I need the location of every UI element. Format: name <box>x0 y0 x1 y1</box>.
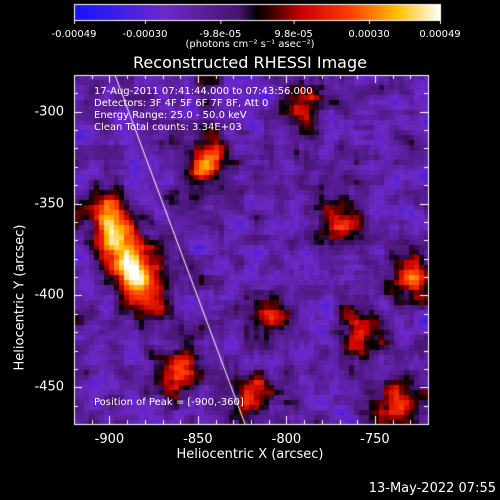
x-tick-label: -900 <box>94 432 125 447</box>
y-tick-label: -400 <box>34 287 64 303</box>
info-counts: Clean Total counts: 3.34E+03 <box>94 122 242 133</box>
x-tick-label: -800 <box>271 432 302 447</box>
colorbar-tick-label: 0.00049 <box>419 29 461 40</box>
y-tick-label: -350 <box>34 196 64 212</box>
colorbar-unit: (photons cm⁻² s⁻¹ asec⁻²) <box>185 39 315 50</box>
y-tick-label: -300 <box>34 104 64 120</box>
x-axis-label: Heliocentric X (arcsec) <box>176 447 324 462</box>
footer-date: 13-May-2022 07:55 <box>368 481 496 496</box>
info-detectors: Detectors: 3F 4F 5F 6F 7F 8F, Att 0 <box>94 98 269 109</box>
colorbar-tick-label: -9.8e-05 <box>199 29 242 40</box>
colorbar-tick-label: 0.00030 <box>348 29 390 40</box>
chart-title: Reconstructed RHESSI Image <box>133 53 367 72</box>
info-energy: Energy Range: 25.0 - 50.0 keV <box>94 110 247 121</box>
peak-position: Position of Peak = [-900,-360] <box>94 397 244 408</box>
x-tick-label: -750 <box>360 432 390 447</box>
colorbar-tick-label: 9.8e-05 <box>274 29 313 40</box>
colorbar-tick-label: -0.00030 <box>122 29 168 40</box>
y-axis-label: Heliocentric Y (arcsec) <box>12 224 28 371</box>
y-tick-label: -450 <box>34 379 64 395</box>
colorbar-tick-label: -0.00049 <box>51 29 97 40</box>
x-tick-label: -850 <box>183 432 213 447</box>
info-time-range: 17-Aug-2011 07:41:44.000 to 07:43:56.000 <box>94 86 313 97</box>
